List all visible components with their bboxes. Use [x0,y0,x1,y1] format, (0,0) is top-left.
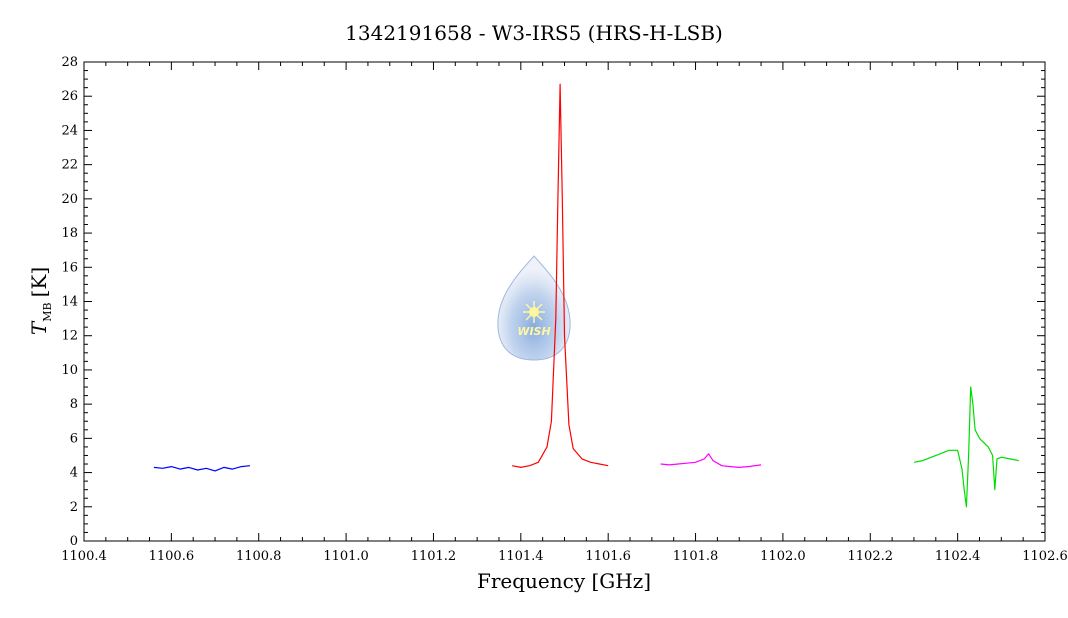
y-tick-label: 24 [61,123,78,138]
y-tick-label: 8 [70,397,78,412]
x-tick-label: 1100.6 [149,549,195,564]
series-line-2 [511,83,609,468]
y-tick-label: 12 [61,329,78,344]
y-axis-label-unit: [K] [27,267,51,298]
x-axis-ticks: 1100.4 1100.6 1100.8 1101.0 1101.2 1101.4 1101… [61,62,1068,564]
x-axis-label: Frequency [GHz] [477,569,651,593]
x-tick-label: 1101.0 [323,549,369,564]
y-tick-label: 28 [61,55,78,70]
y-tick-label: 2 [70,500,78,515]
y-tick-label: 10 [61,363,78,378]
series-line-4 [913,386,1019,508]
x-tick-label: 1101.2 [411,549,457,564]
x-tick-label: 1102.2 [848,549,894,564]
y-axis-label-symbol: T [27,320,51,335]
y-tick-label: 18 [61,226,78,241]
y-tick-label: 0 [70,534,78,549]
y-axis-label-subscript: MB [41,302,54,321]
y-axis-label: TMB [K] [27,267,54,335]
y-tick-label: 14 [61,295,78,310]
series-layer [153,83,1019,508]
x-tick-label: 1100.8 [236,549,282,564]
x-tick-label: 1101.4 [498,549,544,564]
x-tick-label: 1102.6 [1022,549,1068,564]
chart-title: 1342191658 - W3-IRS5 (HRS-H-LSB) [345,21,723,45]
y-tick-label: 26 [61,89,78,104]
series-line-1 [153,465,251,472]
x-tick-label: 1100.4 [61,549,107,564]
x-tick-label: 1101.8 [673,549,719,564]
x-tick-label: 1102.4 [935,549,981,564]
y-tick-label: 20 [61,192,78,207]
star-icon [523,301,545,323]
wish-logo-text: WISH [517,325,550,338]
y-tick-label: 4 [70,466,78,481]
y-tick-label: 22 [61,158,78,173]
y-tick-label: 6 [70,431,78,446]
x-tick-label: 1101.6 [585,549,631,564]
wish-logo: WISH [497,255,571,361]
series-line-3 [660,453,762,468]
y-tick-label: 16 [61,260,78,275]
x-tick-label: 1102.0 [760,549,806,564]
